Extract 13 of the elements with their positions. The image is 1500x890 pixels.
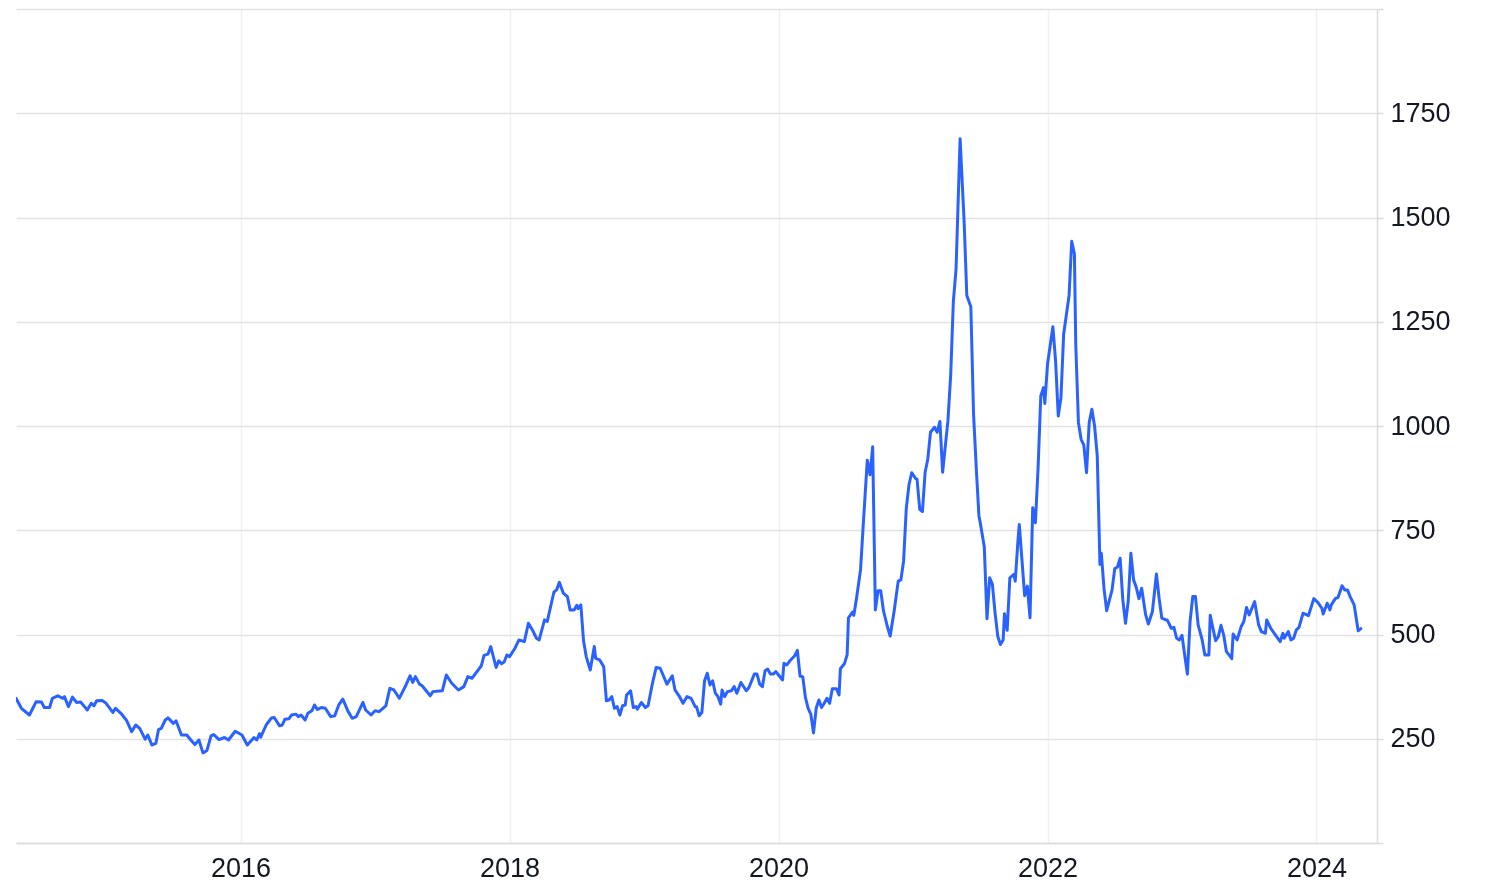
line-series xyxy=(16,137,1363,755)
y-tick-label: 500 xyxy=(1390,619,1436,649)
x-tick-label: 2018 xyxy=(480,852,541,883)
y-tick-label: 1750 xyxy=(1390,97,1451,128)
y-tick-label: 250 xyxy=(1390,723,1436,754)
x-tick-label: 2016 xyxy=(211,852,272,883)
y-tick-label: 1250 xyxy=(1390,306,1451,337)
y-tick-label: 1500 xyxy=(1390,202,1451,232)
x-tick-label: 2024 xyxy=(1286,852,1348,883)
x-tick-label: 2020 xyxy=(749,852,810,883)
y-tick-label: 750 xyxy=(1390,514,1436,545)
x-tick-label: 2022 xyxy=(1017,852,1079,883)
y-tick-label: 1000 xyxy=(1390,410,1451,441)
